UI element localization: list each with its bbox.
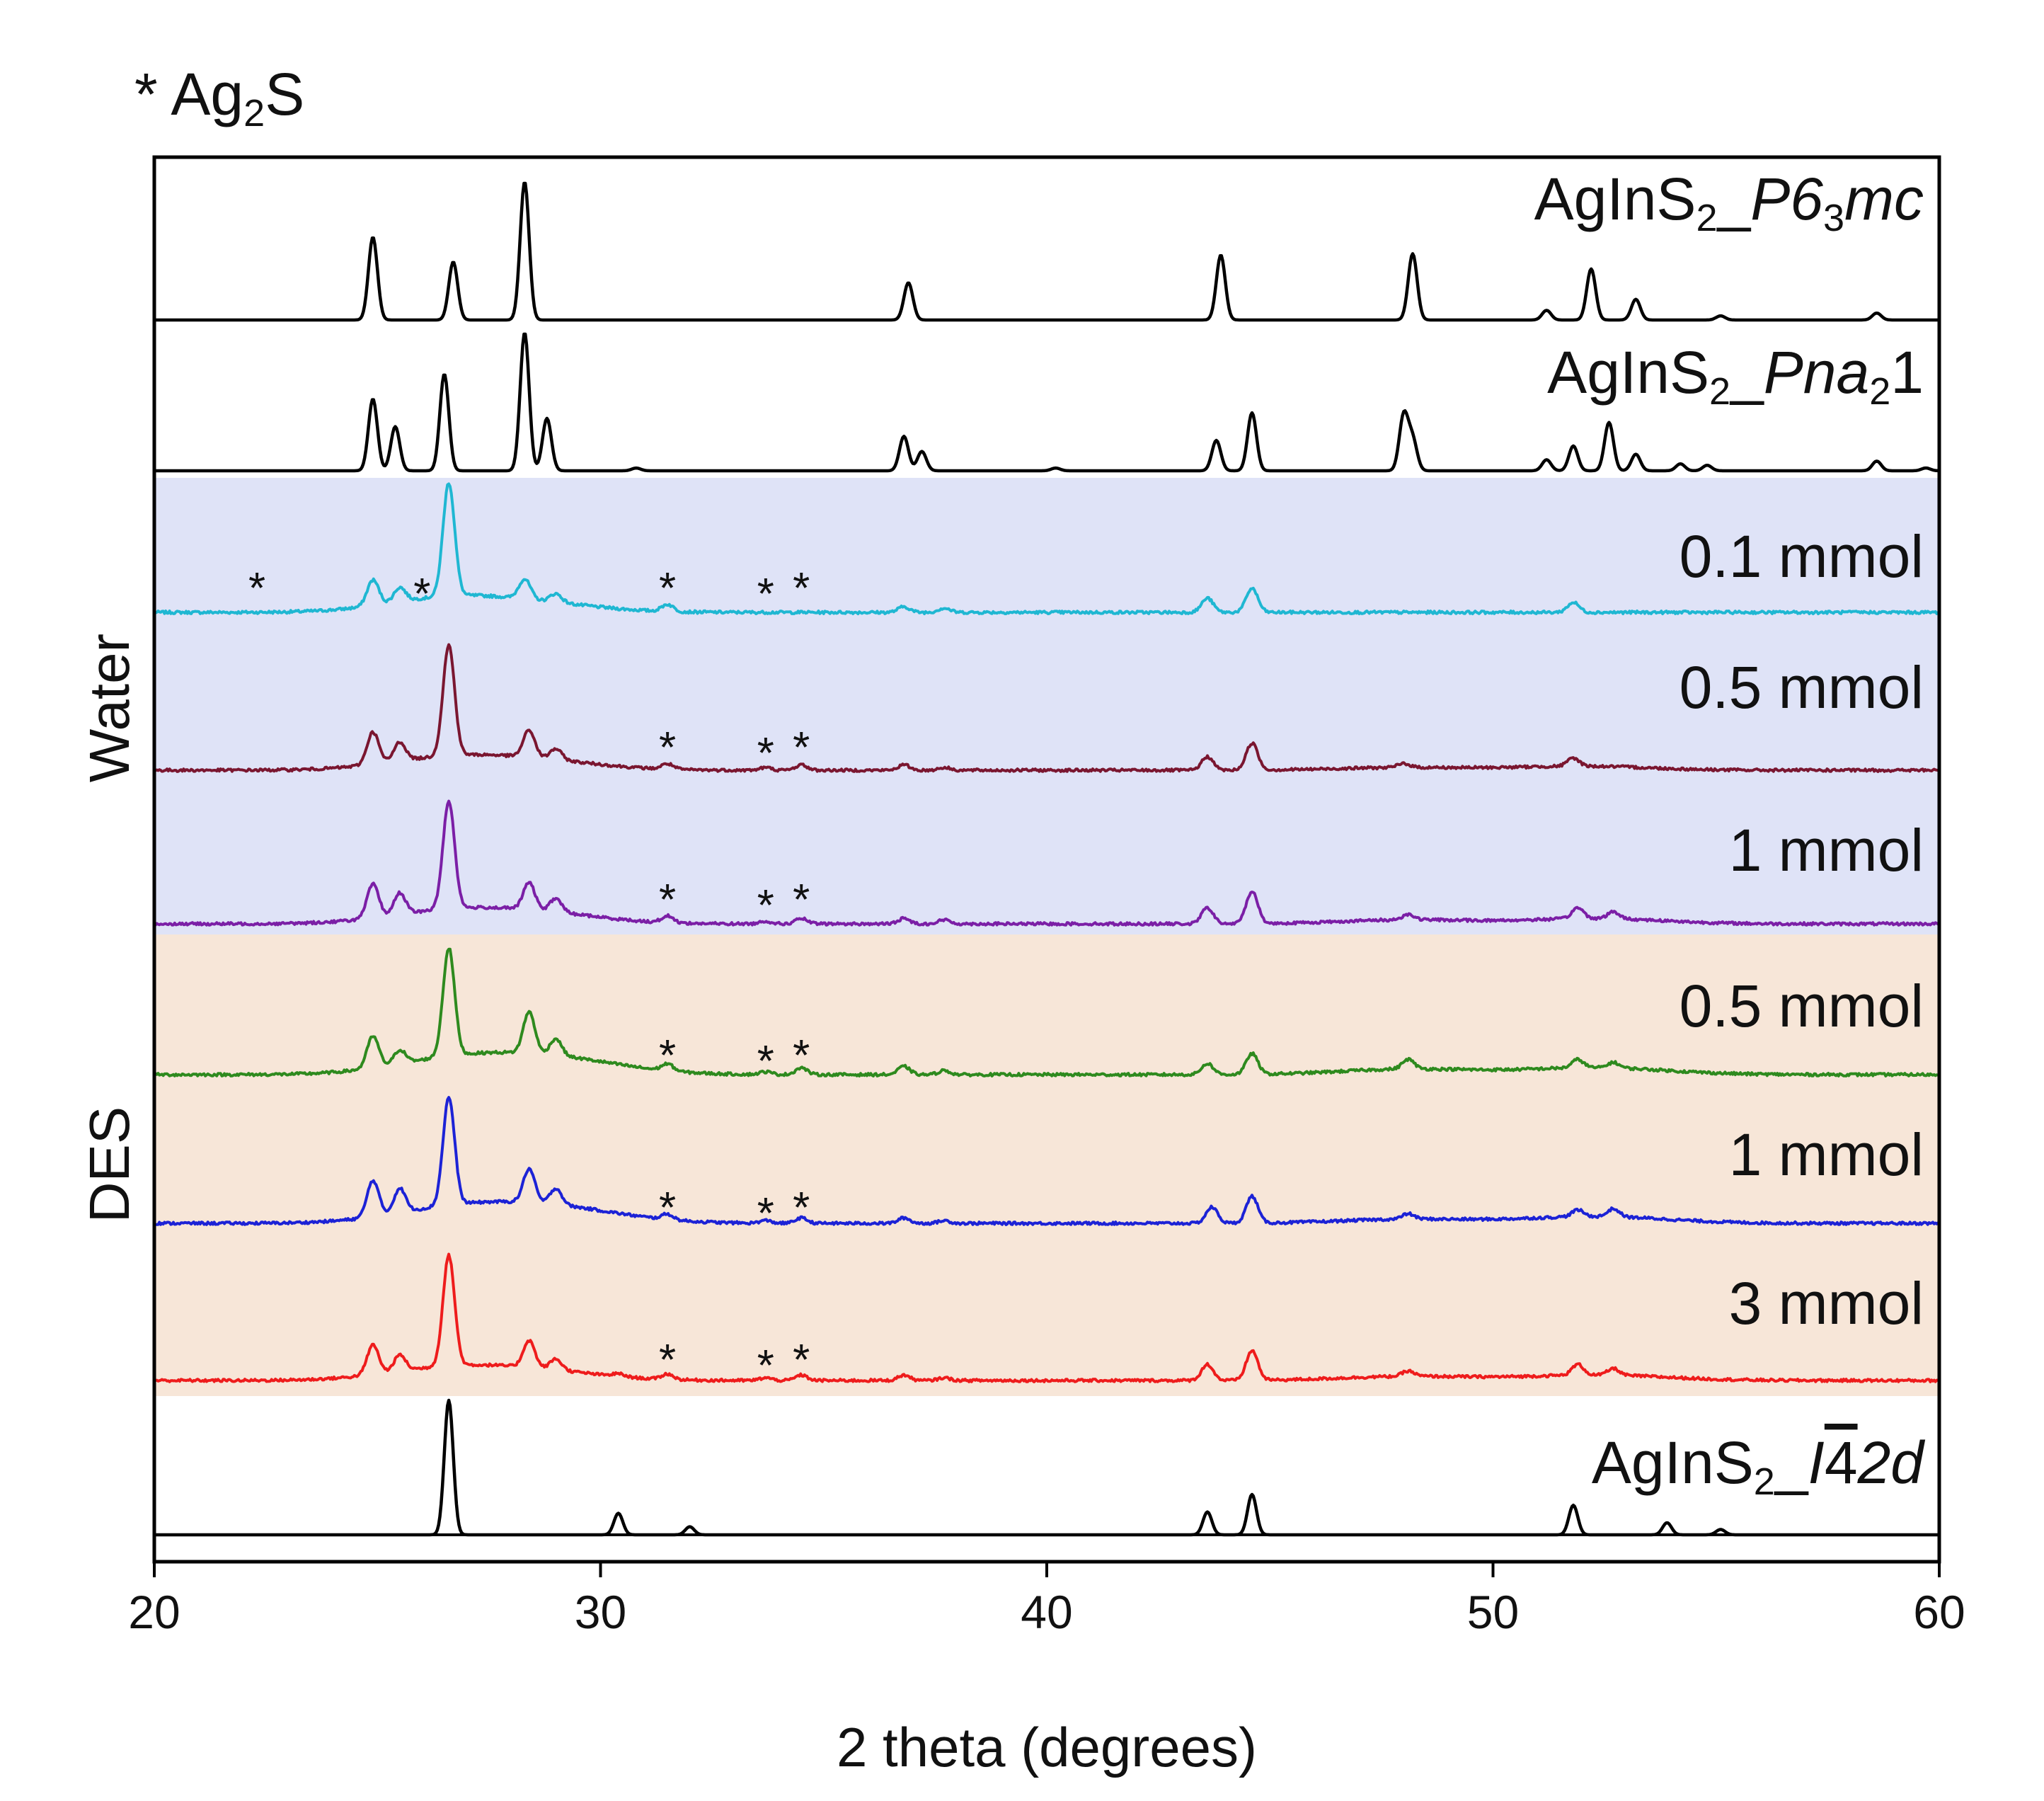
- trace-3: [154, 643, 1941, 773]
- ag2s-star: *: [757, 1342, 774, 1390]
- ag2s-star: *: [659, 724, 676, 772]
- trace-2: [153, 482, 1940, 615]
- ag2s-star: *: [757, 1189, 774, 1238]
- series-label-7: 3 mmol: [1729, 1270, 1924, 1337]
- ag2s-star: *: [659, 1336, 676, 1385]
- ag2s-star: *: [659, 1184, 676, 1233]
- series-label-4: 1 mmol: [1729, 817, 1924, 884]
- ag2s-star: *: [413, 570, 430, 619]
- ag2s-legend-note: * Ag2S: [134, 61, 304, 135]
- series-labels: AgInS2_P63mc AgInS2_Pna21 0.1 mmol 0.5 mmol…: [1534, 166, 1926, 1503]
- ag2s-markers: * * * * * * * * * * * * * * * * * * * *: [248, 564, 810, 1390]
- trace-1: [154, 332, 1940, 473]
- series-label-3: 0.5 mmol: [1680, 654, 1924, 721]
- ag2s-star: *: [793, 1031, 810, 1080]
- series-label-2: 0.1 mmol: [1680, 523, 1924, 590]
- series-label-0: AgInS2_P63mc: [1534, 166, 1924, 239]
- ag2s-star: *: [248, 564, 265, 613]
- trace-4: [153, 799, 1941, 927]
- x-tick-label: 40: [1021, 1586, 1072, 1638]
- ag2s-star: *: [793, 724, 810, 772]
- ag2s-star: *: [757, 570, 774, 619]
- x-ticks: 20 30 40 50 60: [128, 1562, 1965, 1638]
- ag2s-star: *: [757, 1037, 774, 1086]
- trace-5: [153, 947, 1941, 1077]
- group-label-des: DES: [78, 1107, 141, 1223]
- ag2s-star: *: [793, 1336, 810, 1385]
- x-tick-label: 60: [1913, 1586, 1965, 1638]
- series-label-1: AgInS2_Pna21: [1547, 339, 1924, 413]
- series-label-6: 1 mmol: [1729, 1121, 1924, 1188]
- ag2s-star: *: [659, 876, 676, 925]
- trace-7: [154, 1252, 1940, 1383]
- ag2s-star: *: [793, 1184, 810, 1233]
- x-axis-title: 2 theta (degrees): [837, 1716, 1257, 1778]
- ag2s-star: *: [757, 881, 774, 930]
- trace-6: [153, 1096, 1940, 1226]
- group-label-water: Water: [78, 634, 141, 782]
- group-band-des: [154, 934, 1939, 1396]
- series-label-5: 0.5 mmol: [1680, 973, 1924, 1039]
- x-tick-label: 50: [1467, 1586, 1519, 1638]
- x-tick-label: 30: [575, 1586, 626, 1638]
- ag2s-star: *: [757, 729, 774, 778]
- series-label-8: AgInS2_I42d: [1592, 1429, 1925, 1503]
- trace-0: [154, 181, 1940, 322]
- x-tick-label: 20: [128, 1586, 180, 1638]
- group-bands: [154, 478, 1939, 1396]
- group-band-water: [154, 478, 1939, 934]
- ag2s-star: *: [659, 1031, 676, 1080]
- ag2s-star: *: [659, 564, 676, 613]
- ag2s-star: *: [793, 564, 810, 613]
- ag2s-star: *: [793, 876, 810, 925]
